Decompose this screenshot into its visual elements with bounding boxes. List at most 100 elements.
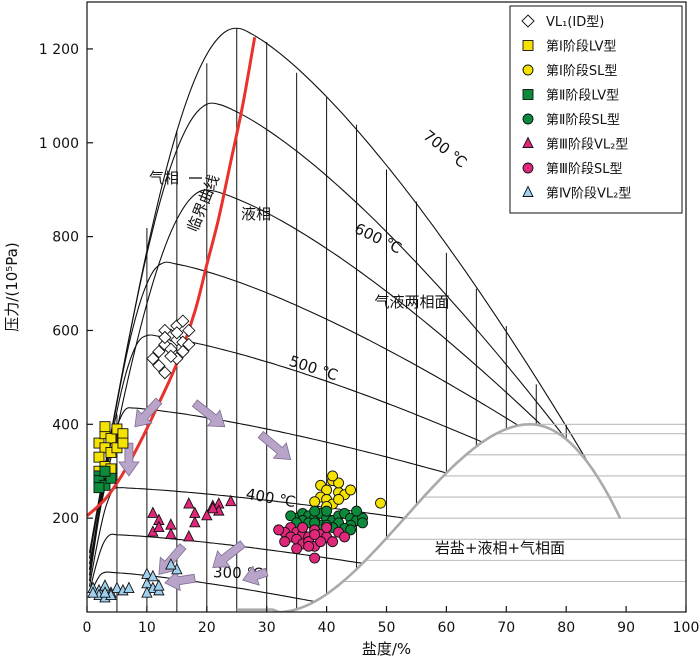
y-tick-label: 800 bbox=[52, 230, 79, 246]
x-tick-label: 80 bbox=[557, 620, 575, 636]
data-point bbox=[225, 494, 237, 507]
legend-label: VL₁(ID型) bbox=[546, 15, 604, 30]
legend-label: 第Ⅰ阶段LV型 bbox=[546, 40, 617, 55]
x-tick-label: 30 bbox=[258, 620, 276, 636]
data-point bbox=[123, 581, 135, 593]
x-tick-label: 50 bbox=[378, 620, 396, 636]
data-point bbox=[158, 366, 172, 380]
legend-box bbox=[509, 5, 683, 214]
data-point bbox=[99, 421, 111, 433]
series-1 bbox=[146, 314, 196, 380]
trend-arrow bbox=[158, 543, 187, 576]
data-point bbox=[176, 344, 190, 359]
annotation-liquid-phase: 液相 bbox=[241, 205, 271, 223]
data-point bbox=[201, 508, 213, 521]
legend-marker bbox=[522, 113, 534, 125]
data-point bbox=[351, 505, 362, 517]
legend-marker bbox=[522, 136, 534, 148]
data-point bbox=[345, 484, 357, 496]
series-8 bbox=[87, 558, 183, 603]
trend-arrow bbox=[134, 397, 163, 428]
trend-arrow bbox=[257, 431, 292, 460]
data-point bbox=[321, 522, 333, 533]
data-point bbox=[146, 351, 160, 366]
data-point bbox=[309, 552, 321, 564]
y-tick-label: 1 200 bbox=[39, 42, 79, 58]
series-3 bbox=[309, 470, 386, 512]
data-point bbox=[117, 428, 129, 440]
y-tick-label: 200 bbox=[52, 511, 79, 527]
data-point bbox=[375, 497, 386, 509]
data-point bbox=[357, 517, 368, 529]
data-point bbox=[285, 510, 297, 522]
data-point bbox=[327, 536, 339, 548]
y-axis-title: 压力/(10⁵Pa) bbox=[3, 242, 21, 331]
trend-arrows bbox=[118, 397, 292, 592]
data-point bbox=[207, 501, 219, 514]
legend-label: 第Ⅳ阶段VL₂型 bbox=[546, 187, 631, 202]
x-tick-label: 70 bbox=[497, 620, 515, 636]
data-point bbox=[309, 529, 321, 541]
data-point bbox=[273, 524, 285, 536]
data-point bbox=[182, 323, 196, 338]
data-point bbox=[297, 522, 309, 533]
isotherm-curve bbox=[88, 27, 591, 553]
data-point bbox=[99, 465, 111, 477]
data-point bbox=[279, 536, 291, 548]
data-point bbox=[309, 505, 321, 517]
legend-label: 第Ⅰ阶段SL型 bbox=[546, 64, 617, 79]
legend-label: 第Ⅲ阶段VL₂型 bbox=[546, 138, 628, 153]
data-point bbox=[165, 527, 177, 540]
data-point bbox=[93, 482, 105, 494]
data-point bbox=[165, 558, 177, 570]
x-tick-label: 0 bbox=[83, 620, 92, 636]
data-point bbox=[182, 337, 196, 352]
data-point bbox=[333, 477, 345, 489]
x-tick-label: 100 bbox=[673, 620, 700, 636]
data-point bbox=[153, 520, 165, 532]
data-point bbox=[111, 581, 123, 593]
isotherm-curve bbox=[88, 189, 543, 565]
data-point bbox=[158, 330, 172, 345]
data-point bbox=[345, 524, 357, 536]
y-tick-label: 1 000 bbox=[39, 136, 79, 152]
legend-marker bbox=[522, 40, 534, 51]
data-point bbox=[141, 567, 153, 579]
data-point bbox=[333, 493, 345, 505]
data-point bbox=[152, 344, 166, 359]
data-point bbox=[105, 432, 117, 444]
data-point bbox=[99, 586, 111, 598]
x-tick-label: 10 bbox=[138, 620, 156, 636]
trend-arrow bbox=[164, 570, 196, 592]
x-axis-title: 盐度/% bbox=[362, 640, 411, 658]
trend-arrow bbox=[118, 442, 140, 477]
data-point bbox=[164, 349, 178, 363]
data-point bbox=[339, 531, 351, 543]
data-point bbox=[189, 506, 201, 518]
data-point bbox=[183, 529, 195, 542]
data-point bbox=[327, 470, 339, 482]
annotation-gas-phase: 气相 bbox=[149, 169, 179, 187]
data-point bbox=[152, 359, 166, 373]
data-point bbox=[147, 506, 159, 518]
legend-marker bbox=[522, 162, 534, 174]
data-point bbox=[170, 326, 184, 340]
y-tick-label: 600 bbox=[52, 323, 79, 339]
legend-label: 第Ⅱ阶段LV型 bbox=[546, 89, 619, 104]
axes: 0 10 20 30 40 50 60 70 80 90 100 200 400 600 800 1 000 1… bbox=[3, 1, 700, 658]
legend-marker bbox=[521, 14, 535, 28]
data-point bbox=[321, 505, 333, 517]
trend-arrow bbox=[191, 399, 226, 428]
legend-marker bbox=[522, 185, 534, 197]
data-point bbox=[183, 497, 195, 509]
data-point bbox=[189, 515, 201, 528]
legend-marker bbox=[522, 89, 534, 100]
legend: VL₁(ID型) 第Ⅰ阶段LV型第Ⅰ阶段SL型第Ⅱ阶段LV型第Ⅱ阶段SL型第Ⅲ阶段… bbox=[509, 5, 683, 214]
legend-label: 第Ⅱ阶段SL型 bbox=[546, 113, 620, 128]
data-point bbox=[141, 586, 153, 598]
trend-arrow bbox=[212, 540, 246, 568]
data-point bbox=[291, 543, 303, 555]
data-point bbox=[87, 586, 99, 598]
series-6 bbox=[147, 494, 237, 542]
